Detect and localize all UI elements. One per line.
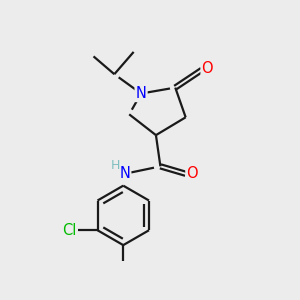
Text: O: O	[186, 166, 198, 181]
Text: O: O	[202, 61, 213, 76]
Text: N: N	[136, 86, 146, 101]
Text: Cl: Cl	[62, 223, 76, 238]
Text: N: N	[119, 166, 130, 181]
Text: H: H	[110, 159, 120, 172]
